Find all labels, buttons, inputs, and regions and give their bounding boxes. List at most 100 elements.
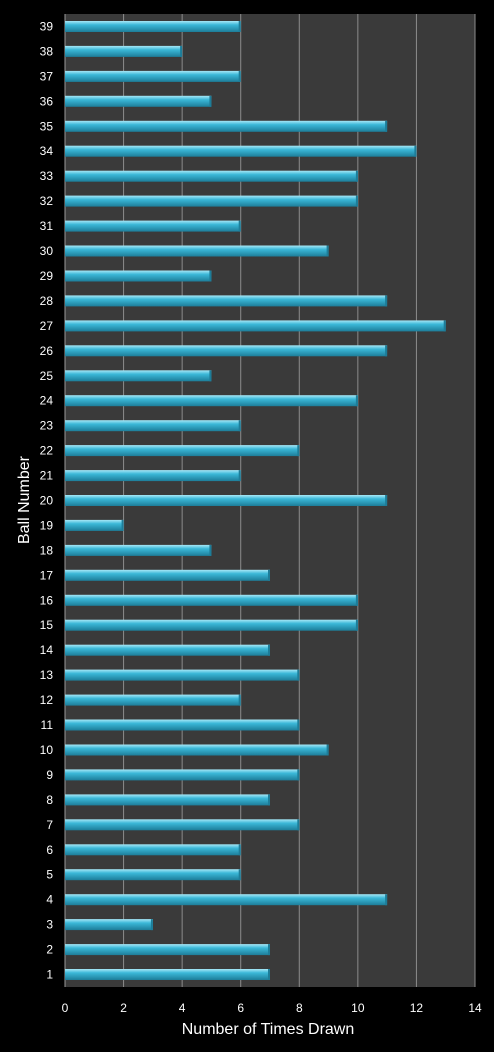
bar-ball-21 xyxy=(65,470,241,482)
bar-ball-12 xyxy=(65,694,241,706)
bar-ball-25 xyxy=(65,370,212,382)
bar-end-cap xyxy=(238,844,241,856)
bar-ball-20 xyxy=(65,495,388,506)
bar-ball-32 xyxy=(65,195,358,207)
bar-end-cap xyxy=(209,370,212,382)
bar-ball-38 xyxy=(65,45,183,57)
bar-ball-26 xyxy=(65,345,388,357)
bar-ball-31 xyxy=(65,220,241,232)
y-tick-label: 37 xyxy=(40,69,54,83)
bar-end-cap xyxy=(355,395,358,407)
y-tick-label: 17 xyxy=(40,568,54,582)
bar-ball-13 xyxy=(65,669,300,681)
bar-ball-33 xyxy=(65,170,358,182)
y-tick-label: 24 xyxy=(40,394,54,408)
bar-end-cap xyxy=(297,819,300,831)
y-tick-label: 6 xyxy=(46,843,53,857)
y-tick-label: 33 xyxy=(40,169,54,183)
bar-ball-3 xyxy=(65,919,153,931)
y-tick-label: 10 xyxy=(40,743,54,757)
bar-end-cap xyxy=(268,644,270,656)
bar-end-cap xyxy=(238,420,241,432)
y-tick-label: 5 xyxy=(46,868,53,882)
bar-ball-15 xyxy=(65,619,358,631)
bar-end-cap xyxy=(355,619,358,631)
bar-ball-10 xyxy=(65,744,329,756)
bar-ball-7 xyxy=(65,819,300,831)
bar-end-cap xyxy=(297,445,300,457)
bar-ball-16 xyxy=(65,594,358,606)
y-tick-label: 21 xyxy=(40,469,54,483)
x-tick-label: 6 xyxy=(237,1001,244,1015)
bar-end-cap xyxy=(150,919,153,931)
bar-ball-18 xyxy=(65,544,212,556)
y-tick-label: 36 xyxy=(40,94,54,108)
y-tick-label: 22 xyxy=(40,444,54,458)
y-tick-label: 26 xyxy=(40,344,54,358)
x-tick-label: 8 xyxy=(296,1001,303,1015)
bar-end-cap xyxy=(297,719,300,731)
bar-ball-35 xyxy=(65,120,388,132)
bar-end-cap xyxy=(297,669,300,681)
bar-end-cap xyxy=(385,495,388,506)
y-tick-label: 31 xyxy=(40,219,54,233)
y-tick-label: 8 xyxy=(46,793,53,807)
bar-ball-39 xyxy=(65,21,241,32)
x-tick-label: 12 xyxy=(410,1001,424,1015)
bar-ball-9 xyxy=(65,769,300,781)
bar-end-cap xyxy=(326,245,329,257)
y-tick-label: 9 xyxy=(46,768,53,782)
bar-end-cap xyxy=(443,320,446,332)
bar-end-cap xyxy=(268,969,270,980)
bar-end-cap xyxy=(238,694,241,706)
y-tick-label: 12 xyxy=(40,693,54,707)
bar-end-cap xyxy=(238,220,241,232)
bar-ball-2 xyxy=(65,944,270,956)
y-tick-label: 4 xyxy=(46,893,53,907)
x-tick-label: 10 xyxy=(351,1001,365,1015)
bar-end-cap xyxy=(355,594,358,606)
y-tick-label: 14 xyxy=(40,643,54,657)
bar-end-cap xyxy=(385,345,388,357)
bar-end-cap xyxy=(268,944,270,956)
bar-ball-19 xyxy=(65,519,124,531)
y-tick-label: 13 xyxy=(40,668,54,682)
bar-end-cap xyxy=(238,869,241,881)
bar-end-cap xyxy=(385,120,388,132)
bar-end-cap xyxy=(355,195,358,207)
y-tick-label: 18 xyxy=(40,543,54,557)
y-tick-label: 7 xyxy=(46,818,53,832)
bar-ball-14 xyxy=(65,644,270,656)
x-axis-ticks: 0 2 4 6 8 10 12 14 xyxy=(62,1001,482,1015)
bar-end-cap xyxy=(414,145,417,157)
y-tick-label: 3 xyxy=(46,918,53,932)
bar-end-cap xyxy=(385,295,388,307)
bar-ball-24 xyxy=(65,395,358,407)
bar-end-cap xyxy=(238,21,241,32)
y-tick-label: 20 xyxy=(40,494,54,508)
bar-ball-5 xyxy=(65,869,241,881)
bar-ball-37 xyxy=(65,70,241,82)
bar-end-cap xyxy=(238,470,241,482)
bar-ball-34 xyxy=(65,145,417,157)
y-tick-label: 32 xyxy=(40,194,54,208)
y-tick-label: 27 xyxy=(40,319,54,333)
bar-end-cap xyxy=(209,544,212,556)
bar-ball-22 xyxy=(65,445,300,457)
bar-ball-11 xyxy=(65,719,300,731)
y-tick-label: 35 xyxy=(40,119,54,133)
x-tick-label: 14 xyxy=(468,1001,482,1015)
y-tick-label: 28 xyxy=(40,294,54,308)
bar-ball-23 xyxy=(65,420,241,432)
bar-ball-36 xyxy=(65,95,212,107)
bar-ball-4 xyxy=(65,894,388,906)
bar-end-cap xyxy=(355,170,358,182)
y-tick-label: 23 xyxy=(40,419,54,433)
bar-end-cap xyxy=(385,894,388,906)
bar-end-cap xyxy=(209,95,212,107)
x-tick-label: 4 xyxy=(179,1001,186,1015)
y-tick-label: 39 xyxy=(40,20,54,34)
y-tick-label: 34 xyxy=(40,144,54,158)
y-tick-label: 2 xyxy=(46,943,53,957)
